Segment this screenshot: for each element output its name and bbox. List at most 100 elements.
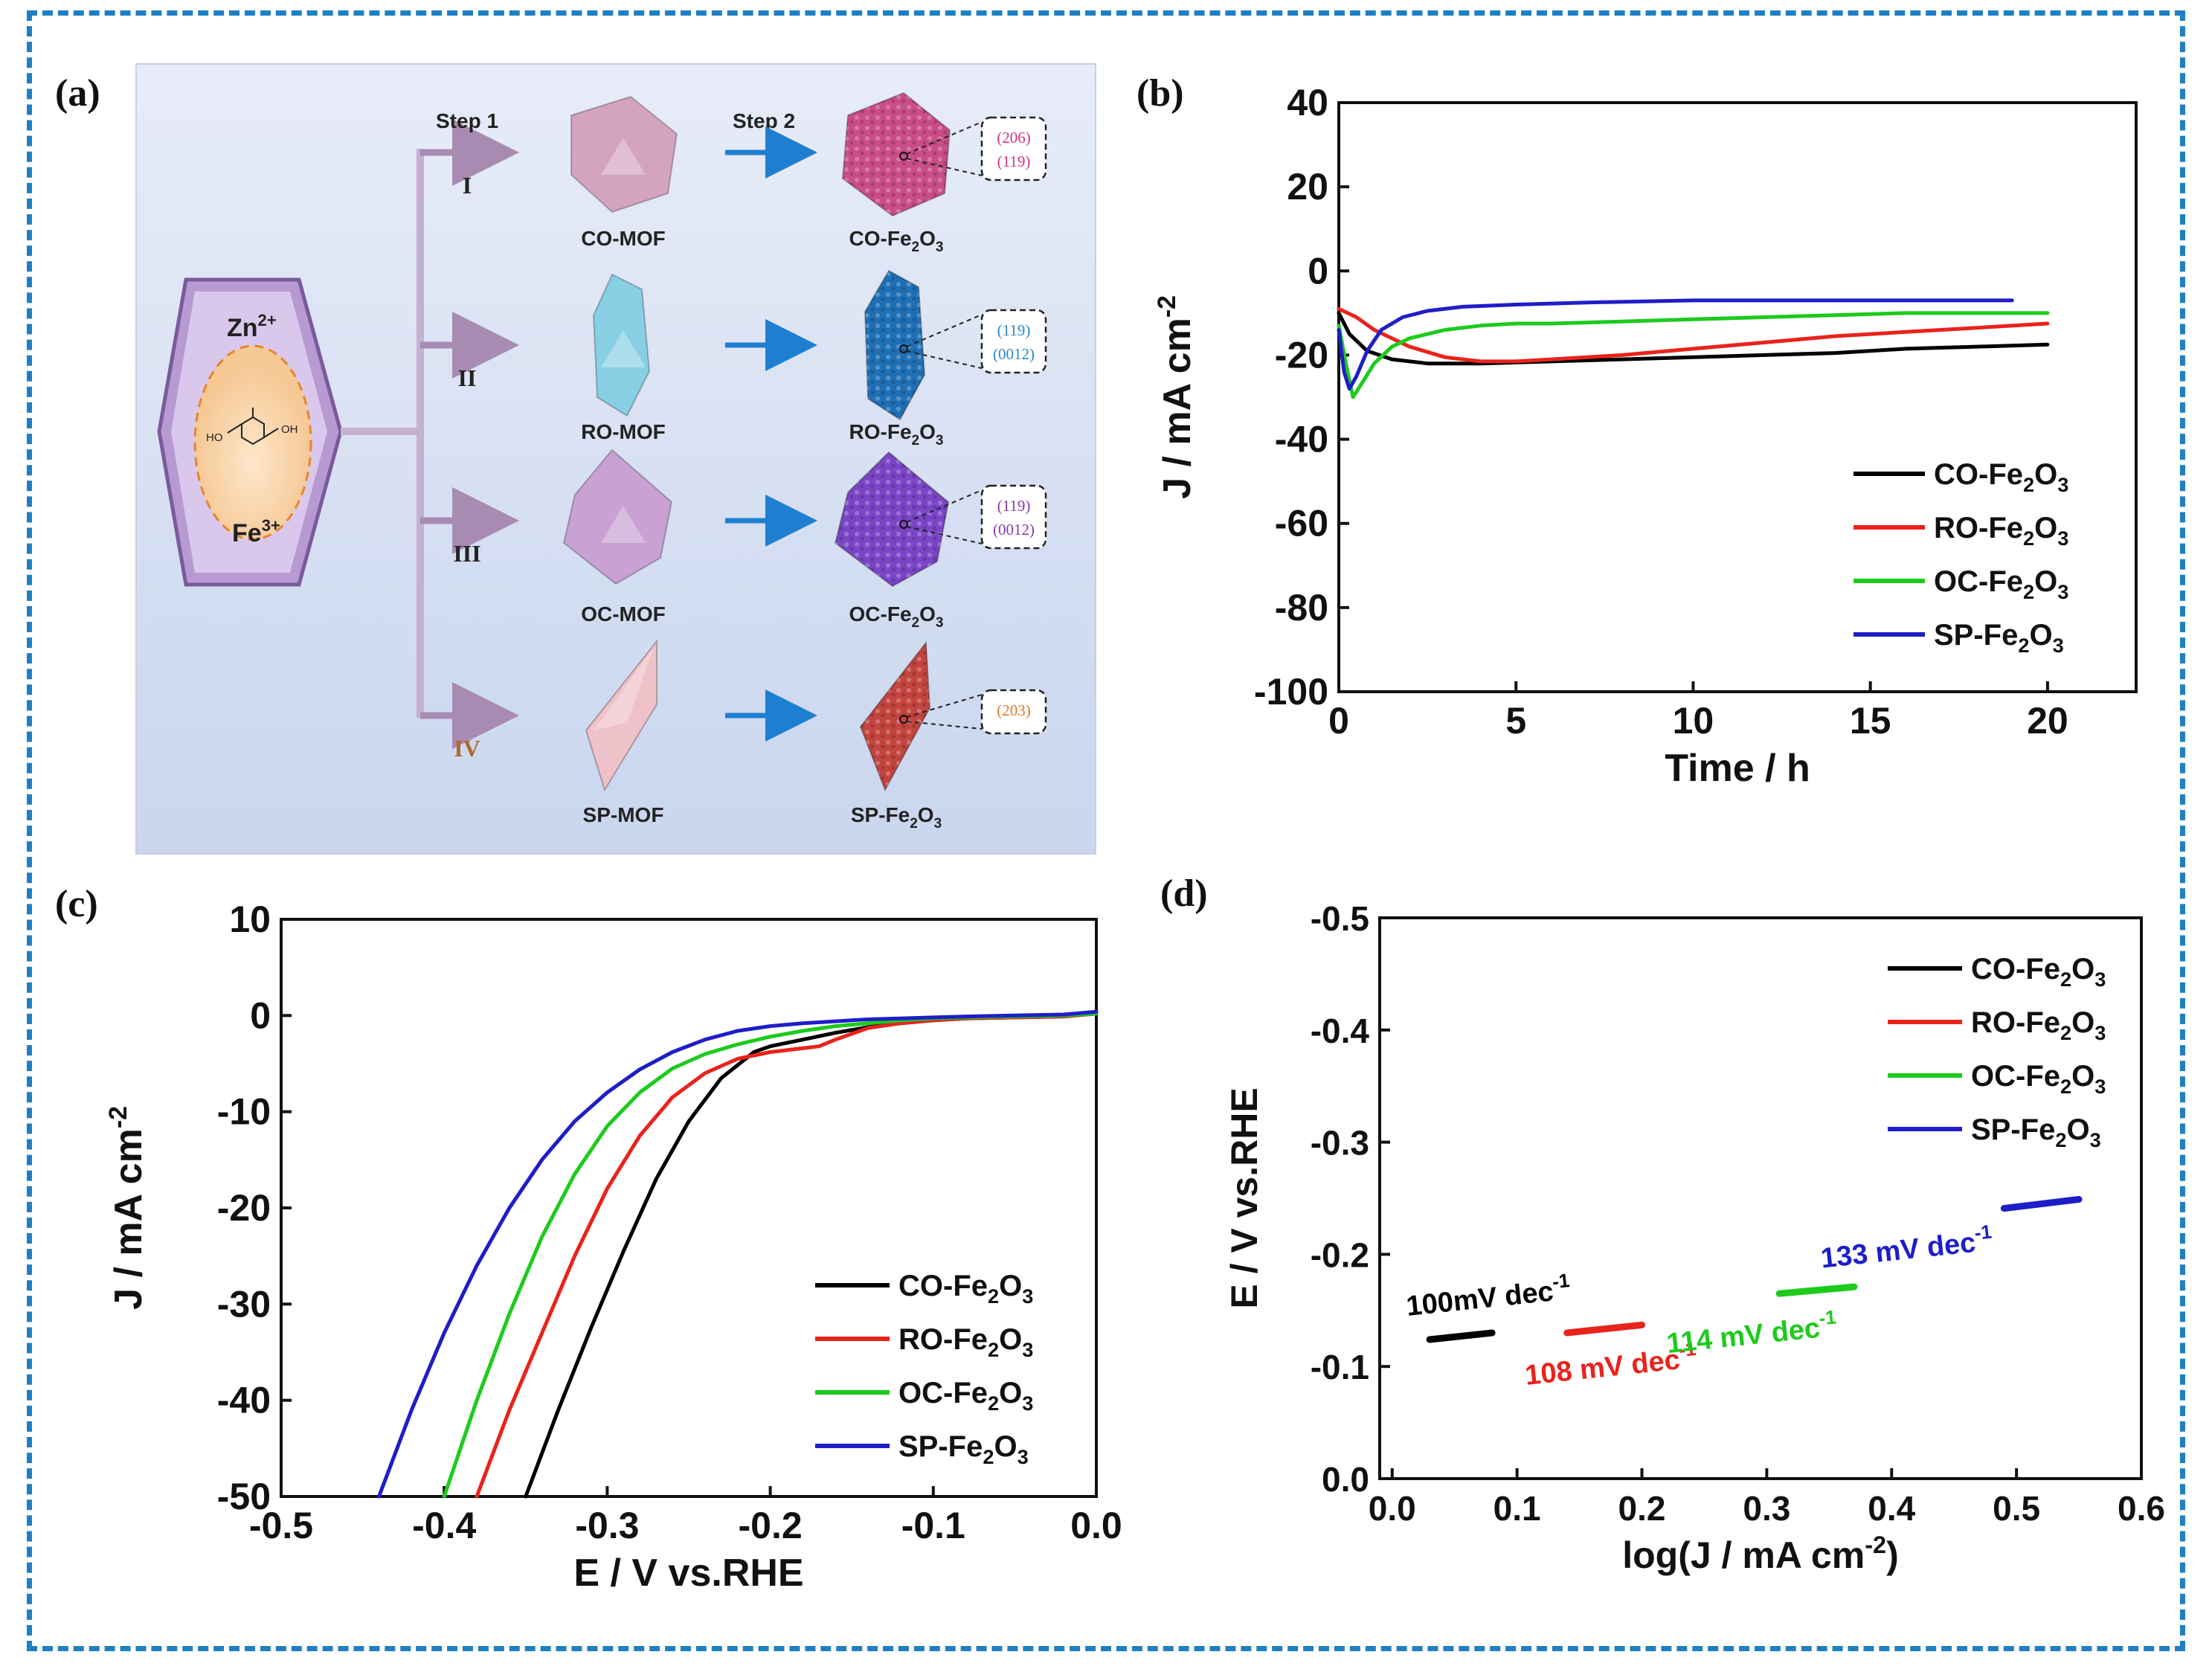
x-axis-title: log(J / mA cm-2) xyxy=(1622,1531,1899,1576)
panel-c-lsv-chart: -0.5 -0.4 -0.3 -0.2 -0.1 0.0 10 0 -10 -20 -30 -40 -5… xyxy=(104,898,1122,1595)
crystal-plane-box xyxy=(980,116,1047,181)
mof-facet-highlight xyxy=(601,506,646,543)
y-tick-label: -60 xyxy=(1275,503,1328,544)
mof-facet-highlight xyxy=(594,649,653,730)
series-line-co xyxy=(524,1012,1099,1499)
oxide-texture xyxy=(835,452,948,586)
y-tick-label: 0 xyxy=(1308,250,1328,292)
zoom-line-bottom xyxy=(906,721,983,730)
series-line-ro xyxy=(475,1012,1099,1499)
x-axis-title: Time / h xyxy=(1665,747,1810,790)
y-tick-label: -50 xyxy=(217,1476,271,1517)
mof-crystal-icon xyxy=(570,95,678,213)
zoom-line-top xyxy=(906,121,983,155)
route-1: I CO-MOF CO-Fe2O3 (206) (119) xyxy=(463,91,1047,255)
mof-label: SP-MOF xyxy=(583,803,664,826)
y-tick-label: -20 xyxy=(1275,334,1328,376)
panel-d-tafel-chart: 0.0 0.1 0.2 0.3 0.4 0.5 0.6 -0.5 -0.4 -0.3 -0.2 -0.… xyxy=(1224,899,2165,1576)
crystal-plane-index: (0012) xyxy=(993,521,1035,538)
crystal-plane-index: (119) xyxy=(997,321,1031,339)
panel-a-scheme: (a) Zn2+ Fe3+ HO OH Step 1 Step 2 xyxy=(55,63,1096,855)
panel-b-chronoamperometry-chart: 0 5 10 15 20 40 20 0 -20 -40 -60 -80 -100 Time / h J /… xyxy=(1153,82,2138,790)
series-line-oc xyxy=(1775,1283,1858,1297)
linker-ho: HO xyxy=(206,431,223,444)
zoom-point xyxy=(899,344,908,353)
series-line-ro xyxy=(1563,1321,1645,1337)
crystal-plane-index: (119) xyxy=(997,497,1031,515)
y-tick-label: -40 xyxy=(1275,419,1328,460)
x-tick-label: 20 xyxy=(2027,700,2068,742)
y-tick-label: -20 xyxy=(217,1187,271,1229)
x-tick-label: 0 xyxy=(1328,700,1349,742)
crystal-plane-index: (206) xyxy=(997,129,1031,147)
y-tick-label: -40 xyxy=(217,1380,271,1421)
series-line-ro xyxy=(1337,306,2050,364)
zn-ion-label: Zn2+ xyxy=(227,311,277,342)
step1-label: Step 1 xyxy=(436,109,498,132)
y-tick-label: 10 xyxy=(229,898,271,940)
y-tick-label: -0.3 xyxy=(1311,1124,1369,1163)
dashed-frame xyxy=(27,10,2185,1651)
mof-label: CO-MOF xyxy=(581,227,666,250)
panel-b-label: (b) xyxy=(1136,72,1184,115)
plot-frame xyxy=(1378,916,2143,1480)
y-tick-label: -30 xyxy=(217,1283,271,1325)
panel-a-label: (a) xyxy=(55,72,100,115)
legend-label: RO-Fe2O3 xyxy=(1934,512,2068,550)
route-roman-numeral: II xyxy=(458,364,477,391)
plot-frame xyxy=(1337,101,2138,693)
series-line-sp xyxy=(1337,298,2014,391)
y-tick-label: 40 xyxy=(1287,82,1328,123)
legend-label: RO-Fe2O3 xyxy=(1971,1006,2106,1044)
y-tick-label: 0.0 xyxy=(1322,1460,1369,1499)
tafel-slope-label: 114 mV dec-1 xyxy=(1665,1305,1839,1360)
x-tick-label: -0.2 xyxy=(739,1505,803,1546)
zoom-point xyxy=(899,152,908,161)
legend-label: SP-Fe2O3 xyxy=(898,1430,1029,1468)
terephthalic-acid-icon xyxy=(227,408,279,446)
crystal-plane-index: (119) xyxy=(997,152,1031,170)
y-tick-label: -0.1 xyxy=(1311,1348,1369,1386)
oxide-label: SP-Fe2O3 xyxy=(851,803,942,832)
x-tick-label: 0.5 xyxy=(1993,1489,2040,1528)
x-tick-label: -0.1 xyxy=(901,1505,965,1546)
legend-label: CO-Fe2O3 xyxy=(1934,458,2068,496)
mof-facet-highlight xyxy=(601,330,646,367)
legend-label: CO-Fe2O3 xyxy=(1971,953,2106,991)
panel-d-label: (d) xyxy=(1160,872,1208,915)
x-tick-label: -0.3 xyxy=(575,1505,639,1546)
oxide-texture xyxy=(843,93,950,216)
linker-oh: OH xyxy=(281,423,298,436)
step2-label: Step 2 xyxy=(733,109,795,132)
x-tick-label: 0.3 xyxy=(1743,1489,1790,1528)
oxide-label: CO-Fe2O3 xyxy=(849,227,944,255)
series-line-co xyxy=(1426,1329,1496,1343)
tafel-slope-label: 100mV dec-1 xyxy=(1404,1269,1572,1322)
step2-arrows xyxy=(725,126,817,742)
y-axis-title: J / mA cm-2 xyxy=(104,1106,150,1310)
x-tick-label: 10 xyxy=(1673,700,1714,742)
series-line-co xyxy=(1337,311,2050,366)
x-tick-label: -0.4 xyxy=(412,1505,476,1546)
y-tick-label: 20 xyxy=(1287,166,1328,208)
y-tick-label: -10 xyxy=(217,1091,271,1133)
synthesis-routes: I CO-MOF CO-Fe2O3 (206) (119) II RO-MOF RO-Fe2O… xyxy=(453,91,1047,832)
fe-ion-label: Fe3+ xyxy=(232,516,280,547)
y-axis-title: J / mA cm-2 xyxy=(1153,295,1199,499)
y-tick-label: 0 xyxy=(250,994,271,1036)
y-tick-label: -0.2 xyxy=(1311,1235,1369,1274)
panel-c-label: (c) xyxy=(55,883,98,925)
zoom-line-top xyxy=(906,314,983,347)
step1-arrows xyxy=(420,119,519,749)
mof-label: RO-MOF xyxy=(581,420,666,443)
route-roman-numeral: IV xyxy=(454,735,480,762)
legend-label: SP-Fe2O3 xyxy=(1971,1113,2101,1151)
mof-crystal-icon xyxy=(592,273,651,417)
y-axis-title: E / V vs.RHE xyxy=(1224,1087,1265,1308)
route-4: IV SP-MOF SP-Fe2O3 (203) xyxy=(454,639,1047,832)
crystal-plane-box xyxy=(980,484,1047,550)
oxide-label: OC-Fe2O3 xyxy=(849,602,944,631)
legend-label: OC-Fe2O3 xyxy=(1971,1060,2106,1098)
oxide-texture xyxy=(865,271,925,419)
y-tick-label: -100 xyxy=(1254,671,1328,713)
